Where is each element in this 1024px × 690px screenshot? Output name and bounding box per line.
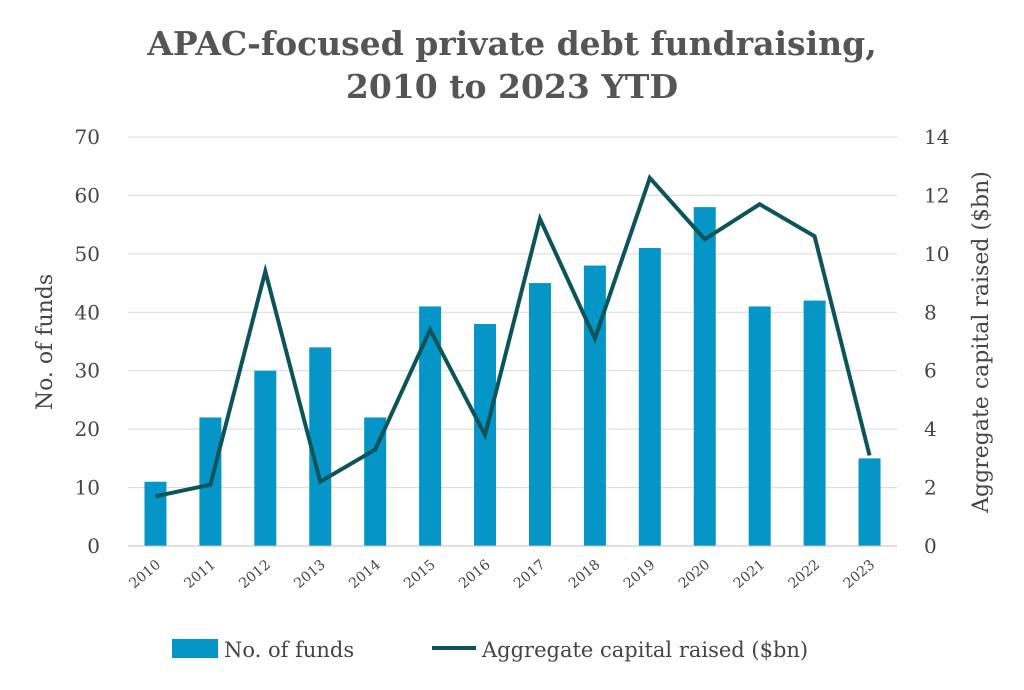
bar [803, 300, 826, 546]
bar [858, 458, 881, 546]
x-tick-label: 2023 [841, 557, 879, 592]
bar [638, 248, 661, 546]
bar [748, 306, 771, 546]
y2-tick-label: 12 [924, 183, 949, 207]
x-tick-label: 2011 [181, 557, 219, 592]
x-tick-label: 2012 [236, 557, 274, 592]
legend: No. of funds Aggregate capital raised ($… [172, 638, 808, 662]
line-series [155, 174, 872, 499]
x-tick-label: 2019 [621, 557, 659, 592]
x-tick-label: 2022 [786, 557, 824, 592]
x-tick-label: 2013 [291, 557, 329, 592]
y-tick-label: 10 [75, 476, 100, 500]
bar [419, 306, 442, 546]
y2-tick-label: 0 [924, 534, 937, 558]
bar [693, 207, 716, 546]
legend-swatch-funds [172, 639, 218, 658]
x-tick-label: 2021 [731, 557, 769, 592]
y-tick-label: 50 [75, 242, 100, 266]
chart-title-line-1: APAC-focused private debt fundraising, [146, 24, 876, 63]
x-tick-label: 2014 [346, 557, 384, 592]
bar [528, 283, 551, 546]
y2-tick-label: 2 [924, 476, 937, 500]
chart-title-line-2: 2010 to 2023 YTD [346, 67, 678, 106]
bar [144, 481, 167, 546]
x-tick-label: 2016 [456, 557, 494, 592]
bar-series [144, 207, 881, 546]
bar [309, 347, 332, 546]
y-tick-label: 60 [75, 183, 100, 207]
y-tick-label: 30 [75, 359, 100, 383]
y-tick-label: 0 [87, 534, 100, 558]
y2-tick-label: 10 [924, 242, 949, 266]
y-tick-label: 40 [75, 300, 100, 324]
bar [583, 265, 606, 546]
gridlines [128, 136, 897, 489]
y-tick-label: 70 [75, 125, 100, 149]
legend-label-funds: No. of funds [224, 638, 354, 662]
y2-tick-label: 14 [924, 125, 949, 149]
chart-title: APAC-focused private debt fundraising, 2… [146, 24, 876, 106]
left-axis-ticks: 0 10 20 30 40 50 60 70 [75, 125, 100, 558]
x-tick-label: 2010 [126, 557, 164, 592]
right-axis-title: Aggregate capital raised ($bn) [969, 171, 994, 514]
y2-tick-label: 6 [924, 359, 937, 383]
left-axis-title: No. of funds [33, 274, 58, 410]
y2-tick-label: 8 [924, 300, 937, 324]
legend-label-capital: Aggregate capital raised ($bn) [481, 638, 808, 662]
bar [254, 370, 277, 546]
x-tick-label: 2018 [566, 557, 604, 592]
bar [364, 417, 387, 546]
y-tick-label: 20 [75, 417, 100, 441]
y2-tick-label: 4 [924, 417, 937, 441]
right-axis-ticks: 0 2 4 6 8 10 12 14 [924, 125, 949, 558]
capital-line [155, 174, 872, 499]
x-axis-ticks: 2010 2011 2012 2013 2014 2015 2016 2017 2018 2019… [126, 557, 878, 592]
x-tick-label: 2015 [401, 557, 439, 592]
x-tick-label: 2020 [676, 557, 714, 592]
x-tick-label: 2017 [511, 557, 549, 592]
